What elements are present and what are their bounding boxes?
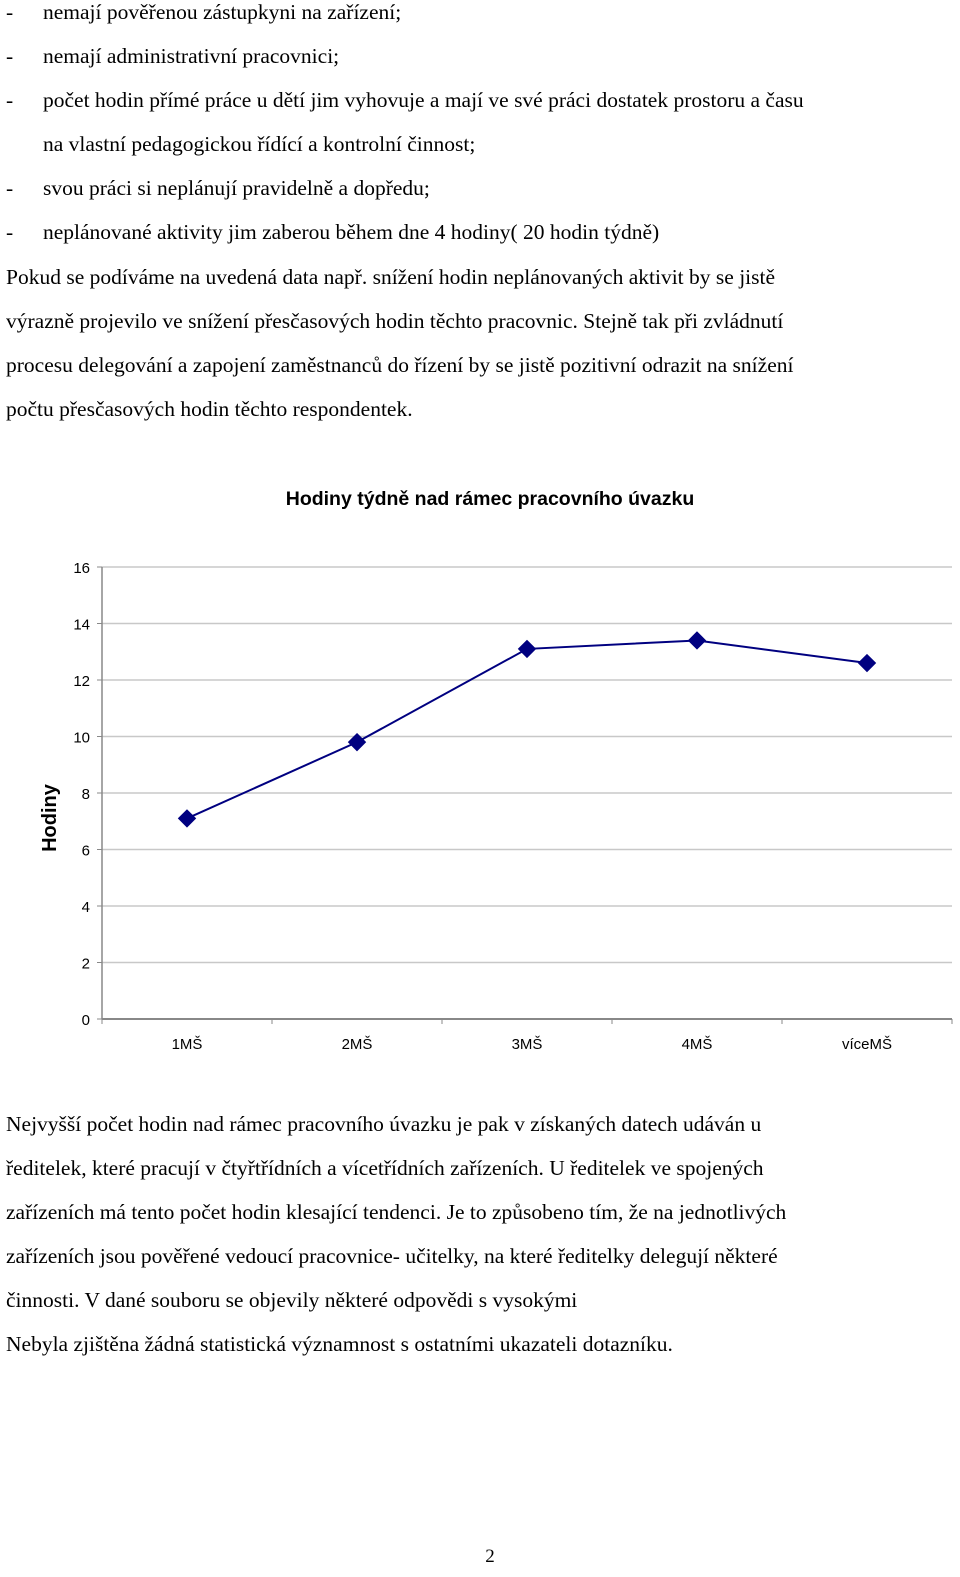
- data-point: [347, 732, 367, 752]
- bullet-dash: -: [6, 88, 14, 112]
- x-tick-label: 2MŠ: [342, 1036, 373, 1053]
- bullet-dash: -: [6, 176, 14, 200]
- paragraph-line: zařízeních jsou pověřené vedoucí pracovn…: [6, 1244, 778, 1268]
- bullet-text: nemají pověřenou zástupkyni na zařízení;: [43, 0, 402, 24]
- bullet-text: svou práci si neplánují pravidelně a dop…: [43, 176, 430, 200]
- x-tick-label: 4MŠ: [682, 1036, 713, 1053]
- y-tick-label: 2: [82, 956, 90, 973]
- bullet-text: neplánované aktivity jim zaberou během d…: [43, 220, 660, 244]
- paragraph-line: výrazně projevilo ve snížení přesčasovýc…: [6, 309, 784, 333]
- line-chart: 0 2 4 6 8 10 12 14 16 1MŠ 2MŠ 3MŠ 4MŠ víceMŠ Hodiny: [39, 560, 953, 1053]
- y-tick-label: 10: [73, 730, 90, 747]
- x-tick-label: víceMŠ: [842, 1036, 892, 1053]
- bullet-dash: -: [6, 44, 14, 68]
- y-tick-label: 4: [82, 899, 90, 916]
- bullet-text: na vlastní pedagogickou řídící a kontrol…: [43, 132, 476, 156]
- y-tick-label: 8: [82, 786, 90, 803]
- y-tick-label: 0: [82, 1012, 90, 1029]
- y-tick-label: 6: [82, 843, 90, 860]
- y-axis-label: Hodiny: [39, 783, 61, 852]
- paragraph-line: procesu delegování a zapojení zaměstnanc…: [6, 353, 794, 377]
- y-tick-label: 16: [73, 560, 90, 577]
- paragraph-line: Pokud se podíváme na uvedená data např. …: [6, 265, 776, 289]
- chart-title: Hodiny týdně nad rámec pracovního úvazku: [285, 488, 695, 510]
- paragraph-line: činnosti. V dané souboru se objevily něk…: [6, 1288, 578, 1312]
- series-line: [186, 639, 868, 820]
- paragraph-line: počtu přesčasových hodin těchto responde…: [6, 397, 413, 421]
- y-tick-label: 12: [73, 673, 90, 690]
- paragraph-line: Nebyla zjištěna žádná statistická význam…: [6, 1332, 673, 1356]
- x-tick-label: 3MŠ: [512, 1036, 543, 1053]
- data-point: [687, 631, 707, 650]
- x-tick-label: 1MŠ: [172, 1036, 203, 1053]
- data-point: [517, 639, 537, 659]
- paragraph-line: Nejvyšší počet hodin nad rámec pracovníh…: [6, 1112, 762, 1136]
- data-point: [177, 809, 197, 828]
- paragraph-line: ředitelek, které pracují v čtyřtřídních …: [6, 1156, 764, 1180]
- bullet-text: počet hodin přímé práce u dětí jim vyhov…: [43, 88, 804, 112]
- data-point: [857, 653, 877, 673]
- bullet-text: nemají administrativní pracovnici;: [43, 44, 340, 68]
- paragraph-line: zařízeních má tento počet hodin klesajíc…: [6, 1200, 787, 1224]
- y-tick-label: 14: [73, 617, 90, 634]
- bullet-dash: -: [6, 220, 14, 244]
- page-number: 2: [485, 1546, 495, 1567]
- bullet-dash: -: [6, 0, 14, 24]
